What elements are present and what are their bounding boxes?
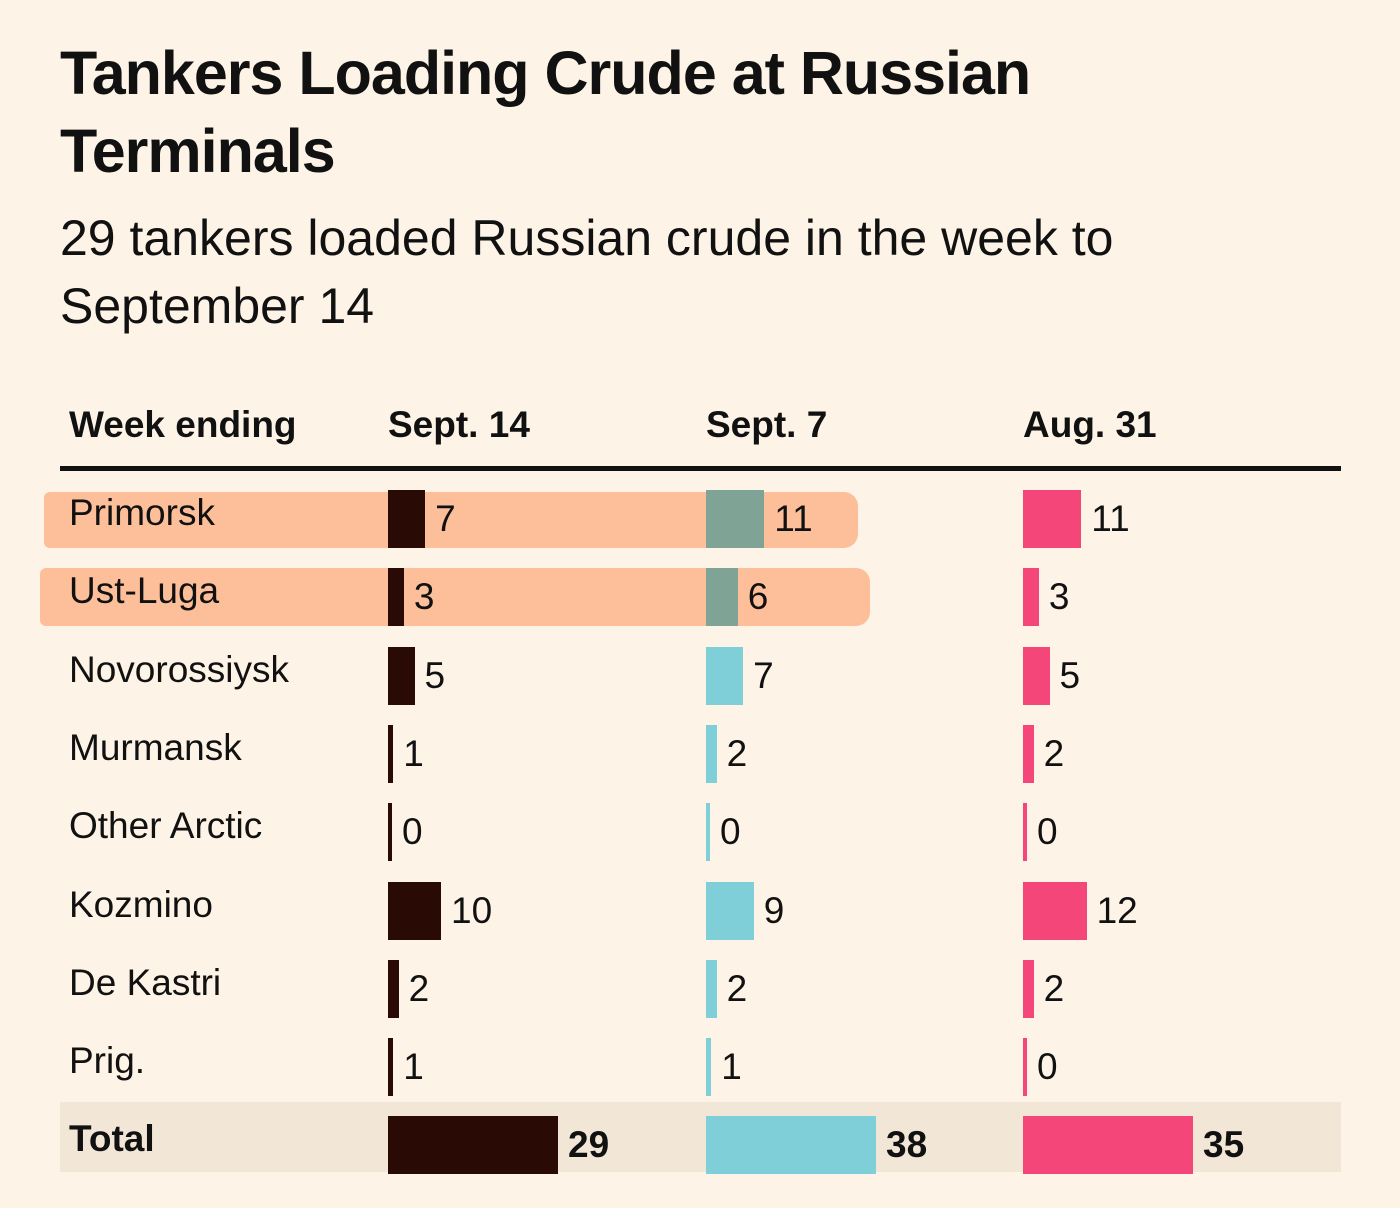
header-rule bbox=[60, 466, 1341, 471]
value-primorsk-2: 11 bbox=[1091, 498, 1130, 539]
row-label-novorossiysk: Novorossiysk bbox=[69, 648, 289, 690]
bar-primorsk-1 bbox=[706, 490, 765, 548]
value-other-arctic-1: 0 bbox=[720, 811, 741, 853]
value-kozmino-0: 10 bbox=[451, 889, 493, 931]
total-value-1: 38 bbox=[886, 1124, 928, 1165]
value-ust-luga-1: 6 bbox=[747, 576, 769, 618]
bar-ust-luga-2 bbox=[1023, 568, 1039, 627]
chart-subtitle: 29 tankers loaded Russian crude in the w… bbox=[60, 210, 1114, 334]
bar-primorsk-2 bbox=[1023, 490, 1082, 548]
bar-other-arctic-2 bbox=[1023, 803, 1027, 862]
value-primorsk-1: 11 bbox=[774, 498, 813, 539]
value-kozmino-2: 12 bbox=[1096, 889, 1138, 931]
bar-prig-0 bbox=[388, 1038, 394, 1097]
value-kozmino-1: 9 bbox=[763, 889, 785, 931]
bar-primorsk-0 bbox=[388, 490, 426, 548]
bar-murmansk-1 bbox=[706, 724, 717, 783]
column-header-aug31: Aug. 31 bbox=[1023, 404, 1157, 445]
row-label-kozmino: Kozmino bbox=[69, 883, 213, 925]
bar-novorossiysk-0 bbox=[388, 646, 415, 705]
bar-ust-luga-1 bbox=[706, 568, 738, 627]
value-murmansk-0: 1 bbox=[403, 732, 424, 774]
total-bar-2 bbox=[1023, 1116, 1193, 1174]
bar-prig-1 bbox=[706, 1038, 712, 1097]
value-novorossiysk-0: 5 bbox=[424, 654, 446, 696]
row-label-murmansk: Murmansk bbox=[69, 726, 242, 768]
value-novorossiysk-1: 7 bbox=[753, 654, 774, 696]
value-de-kastri-2: 2 bbox=[1043, 967, 1065, 1009]
value-de-kastri-0: 2 bbox=[408, 967, 430, 1009]
value-other-arctic-0: 0 bbox=[402, 811, 423, 853]
column-header-sept14: Sept. 14 bbox=[388, 404, 530, 445]
total-value-0: 29 bbox=[568, 1124, 610, 1165]
row-label-other-arctic: Other Arctic bbox=[69, 805, 263, 847]
bar-novorossiysk-2 bbox=[1023, 646, 1050, 705]
value-prig-0: 1 bbox=[403, 1046, 424, 1088]
row-header: Week ending bbox=[69, 404, 297, 445]
bar-prig-2 bbox=[1023, 1038, 1027, 1097]
total-label: Total bbox=[69, 1118, 155, 1159]
row-label-de-kastri: De Kastri bbox=[69, 961, 222, 1003]
bar-kozmino-1 bbox=[706, 881, 754, 940]
value-ust-luga-2: 3 bbox=[1048, 576, 1070, 618]
row-label-prig: Prig. bbox=[69, 1040, 146, 1082]
bar-de-kastri-1 bbox=[706, 959, 717, 1018]
column-header-sept7: Sept. 7 bbox=[706, 404, 828, 445]
bar-de-kastri-2 bbox=[1023, 959, 1034, 1018]
bar-other-arctic-0 bbox=[388, 803, 392, 862]
value-murmansk-1: 2 bbox=[726, 732, 748, 774]
value-prig-1: 1 bbox=[721, 1046, 742, 1088]
value-primorsk-0: 7 bbox=[435, 498, 456, 539]
chart-title: Tankers Loading Crude at Russian Termina… bbox=[60, 39, 1031, 185]
value-ust-luga-0: 3 bbox=[413, 576, 435, 618]
bar-other-arctic-1 bbox=[706, 803, 710, 862]
row-label-ust-luga: Ust-Luga bbox=[69, 570, 220, 612]
row-label-primorsk: Primorsk bbox=[69, 492, 215, 533]
total-value-2: 35 bbox=[1203, 1124, 1245, 1165]
bar-kozmino-2 bbox=[1023, 881, 1087, 940]
bar-de-kastri-0 bbox=[388, 959, 399, 1018]
bar-kozmino-0 bbox=[388, 881, 441, 940]
value-prig-2: 0 bbox=[1037, 1046, 1058, 1088]
value-de-kastri-1: 2 bbox=[726, 967, 748, 1009]
value-murmansk-2: 2 bbox=[1043, 732, 1065, 774]
bar-ust-luga-0 bbox=[388, 568, 404, 627]
value-other-arctic-2: 0 bbox=[1037, 811, 1058, 853]
value-novorossiysk-2: 5 bbox=[1059, 654, 1081, 696]
bar-novorossiysk-1 bbox=[706, 646, 744, 705]
total-bar-1 bbox=[706, 1116, 876, 1174]
bar-murmansk-2 bbox=[1023, 724, 1034, 783]
total-bar-0 bbox=[388, 1116, 558, 1174]
bar-murmansk-0 bbox=[388, 724, 394, 783]
